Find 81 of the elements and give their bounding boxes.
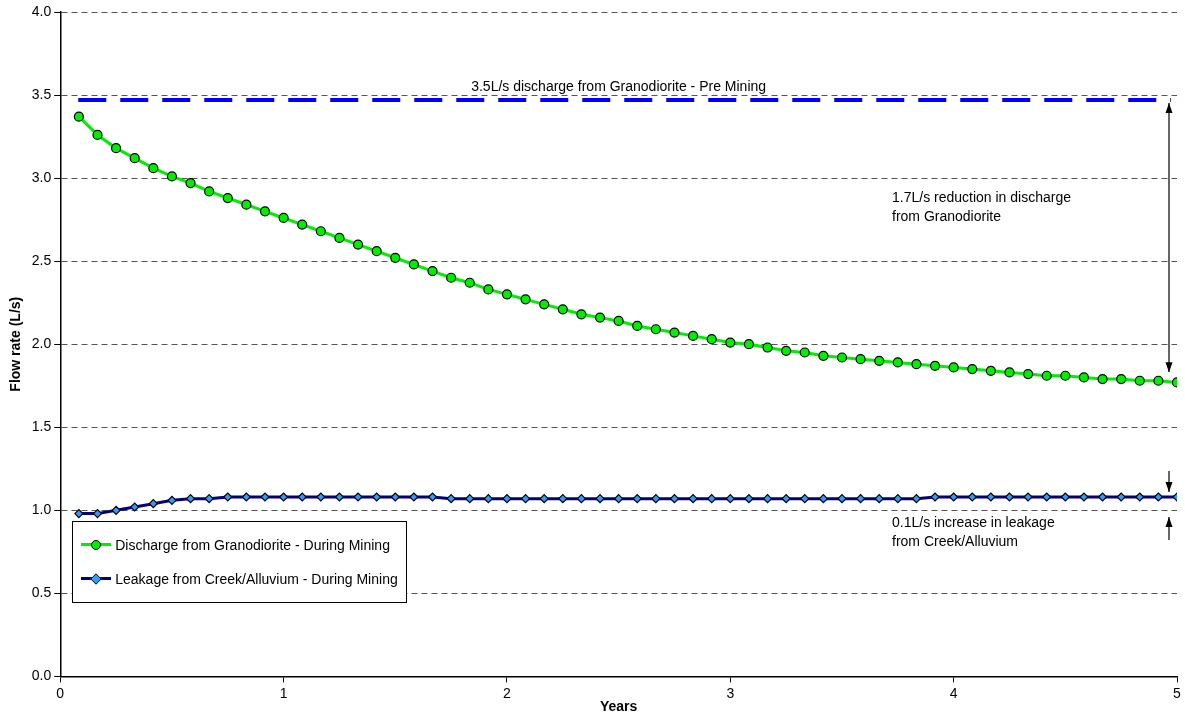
point <box>1134 375 1145 386</box>
point <box>297 219 308 230</box>
point <box>166 171 178 182</box>
y-tick-label: 2.5 <box>31 252 52 269</box>
x-tick-label: 2 <box>503 684 512 701</box>
point <box>204 186 215 197</box>
x-axis-title: Years <box>599 698 638 715</box>
annotation: 1.7L/s reduction in discharge from Granodiorite <box>892 188 1072 224</box>
point <box>818 350 829 361</box>
y-tick-label: 0.0 <box>31 667 52 684</box>
point <box>743 339 755 350</box>
point <box>594 312 606 323</box>
point <box>1097 373 1108 385</box>
y-tick-label: 3.5 <box>31 85 52 102</box>
y-tick-label: 4.0 <box>31 2 52 19</box>
point <box>483 284 494 295</box>
point <box>73 111 84 122</box>
point <box>687 330 699 341</box>
point <box>1153 375 1164 386</box>
point <box>408 259 419 270</box>
point <box>1116 373 1127 385</box>
point <box>464 277 475 288</box>
point <box>352 239 364 250</box>
point <box>371 246 382 257</box>
legend-label: Leakage from Creek/Alluvium - During Mining <box>115 571 398 588</box>
point <box>613 315 624 327</box>
x-tick-label: 4 <box>949 684 958 701</box>
point <box>985 365 996 376</box>
y-tick-label: 0.5 <box>31 584 52 601</box>
point <box>632 320 643 332</box>
ref-line-label: 3.5L/s discharge from Granodiorite - Pre Mining <box>471 77 767 94</box>
point <box>148 163 159 174</box>
point <box>222 192 233 204</box>
point <box>799 347 810 358</box>
x-tick-label: 0 <box>56 684 65 701</box>
point <box>185 177 196 189</box>
point <box>929 360 941 371</box>
legend-label: Discharge from Granodiorite - During Mining <box>115 537 390 554</box>
point <box>427 266 438 277</box>
point <box>576 309 587 320</box>
point <box>967 364 978 375</box>
x-tick-label: 1 <box>279 684 288 701</box>
point <box>92 129 103 141</box>
point <box>111 143 122 154</box>
point <box>1004 367 1015 378</box>
annotation: 0.1L/s increase in leakage from Creek/Alluvium <box>892 514 1055 550</box>
point <box>911 359 922 370</box>
y-tick-label: 2.0 <box>31 335 52 352</box>
point <box>725 337 736 348</box>
point <box>557 304 568 315</box>
point <box>334 232 345 243</box>
y-tick-label: 3.0 <box>31 168 52 185</box>
point <box>669 327 680 338</box>
point <box>129 153 140 164</box>
point <box>836 352 848 363</box>
point <box>855 354 866 365</box>
point <box>874 355 885 366</box>
point <box>390 252 401 263</box>
point <box>501 289 513 300</box>
y-axis-title: Flow rate (L/s) <box>7 296 24 392</box>
point <box>520 294 531 305</box>
point <box>892 357 903 368</box>
point <box>706 334 717 345</box>
point <box>539 299 550 310</box>
x-tick-label: 5 <box>1173 684 1182 701</box>
point <box>650 324 661 335</box>
point <box>1041 370 1052 381</box>
point <box>259 206 271 217</box>
point <box>1060 370 1071 381</box>
point <box>762 342 773 353</box>
point <box>446 272 457 283</box>
point <box>278 212 289 224</box>
point <box>948 362 959 373</box>
y-tick-label: 1.5 <box>31 418 52 435</box>
point <box>1078 372 1090 383</box>
point <box>315 226 326 237</box>
point <box>781 345 792 356</box>
x-tick-label: 3 <box>726 684 735 701</box>
y-tick-label: 1.0 <box>31 501 52 518</box>
point <box>241 199 252 210</box>
point <box>1022 369 1034 380</box>
